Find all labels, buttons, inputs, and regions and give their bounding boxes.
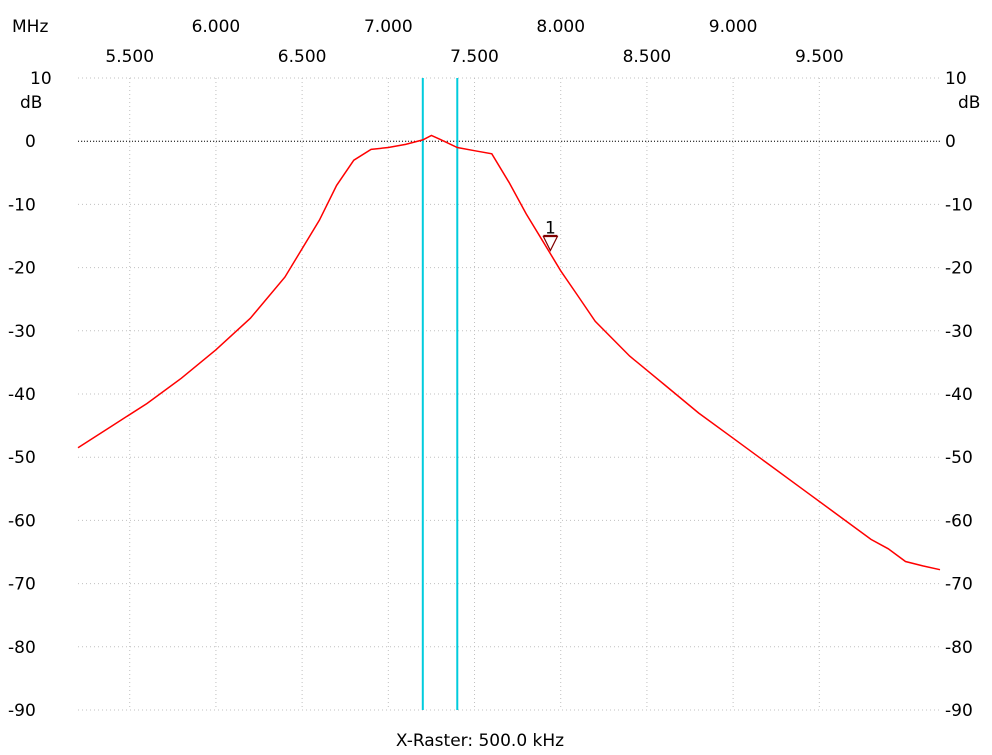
y-tick-label-left: -70: [8, 575, 36, 595]
x-tick-label: 7.500: [450, 47, 499, 67]
y-tick-label-left: -10: [8, 195, 36, 215]
x-tick-label: 7.000: [364, 17, 413, 37]
y-tick-label-left: -20: [8, 259, 36, 279]
y-unit-label-right: dB: [958, 93, 980, 113]
y-tick-label-right: -70: [945, 575, 973, 595]
axis-labels: MHz 6.000 7.000 8.000 9.000 5.500 6.500 7.500 8.…: [8, 17, 980, 721]
y-tick-label-left: 10: [30, 69, 52, 89]
x-unit-label: MHz: [12, 17, 48, 37]
marker-label: 1: [545, 218, 556, 238]
y-tick-label-right: -30: [945, 322, 973, 342]
x-tick-label: 9.000: [709, 17, 758, 37]
y-tick-label-right: -80: [945, 638, 973, 658]
x-tick-label: 6.000: [192, 17, 241, 37]
y-tick-label-left: -90: [8, 701, 36, 721]
y-unit-label-left: dB: [20, 93, 42, 113]
plot-grid: [78, 77, 940, 711]
x-tick-label: 8.000: [536, 17, 585, 37]
y-tick-label-right: -90: [945, 701, 973, 721]
y-tick-label-right: 10: [945, 69, 967, 89]
y-tick-label-right: -20: [945, 259, 973, 279]
x-tick-label: 9.500: [795, 47, 844, 67]
x-raster-label: X-Raster: 500.0 kHz: [396, 731, 564, 751]
trace-line: [77, 134, 941, 571]
y-tick-label-left: -40: [8, 385, 36, 405]
x-tick-label: 8.500: [623, 47, 672, 67]
y-tick-label-right: 0: [945, 132, 956, 152]
marker-1: 1: [542, 218, 559, 252]
y-tick-label-left: -60: [8, 511, 36, 531]
y-tick-label-left: 0: [25, 132, 36, 152]
x-tick-label: 5.500: [105, 47, 154, 67]
marker-triangle: [542, 235, 559, 252]
y-tick-label-left: -50: [8, 448, 36, 468]
cursor-lines: [421, 78, 459, 710]
y-tick-label-left: -30: [8, 322, 36, 342]
y-tick-label-right: -50: [945, 448, 973, 468]
y-tick-label-right: -60: [945, 511, 973, 531]
y-tick-label-right: -10: [945, 195, 973, 215]
y-tick-label-left: -80: [8, 638, 36, 658]
x-tick-label: 6.500: [278, 47, 327, 67]
y-tick-label-right: -40: [945, 385, 973, 405]
